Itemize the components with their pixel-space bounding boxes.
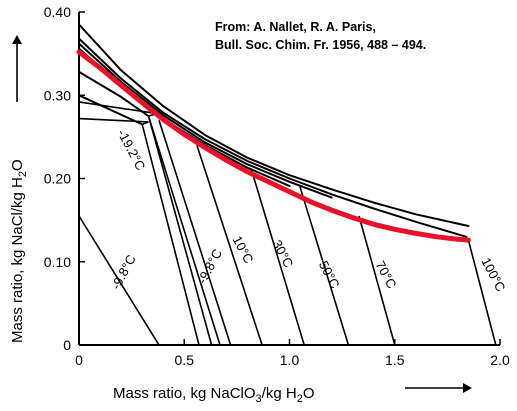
isotherm-line bbox=[78, 117, 200, 346]
isotherm-label: -9.8°C bbox=[194, 246, 225, 286]
isotherm-label: 30°C bbox=[270, 237, 297, 270]
saturation-curve bbox=[78, 23, 470, 227]
isotherm-line bbox=[250, 169, 305, 346]
x-tick-label: 1.5 bbox=[385, 352, 405, 368]
y-axis-arrow bbox=[12, 35, 22, 102]
isotherm-line bbox=[299, 186, 350, 346]
isotherm-label: 10°C bbox=[230, 233, 257, 266]
isotherm-label: -19.2°C bbox=[114, 127, 148, 173]
isotherm-line bbox=[78, 215, 160, 346]
x-axis-arrow bbox=[405, 383, 472, 393]
y-axis-label: Mass ratio, kg NaCl/kg H2O bbox=[9, 159, 29, 343]
tick-labels: 0 0.5 1.0 1.5 2.0 0 0.10 0.20 0.30 0.40 bbox=[44, 4, 510, 368]
y-tick-label: 0.30 bbox=[44, 87, 71, 103]
isotherm-line bbox=[78, 101, 213, 346]
saturation-curve bbox=[78, 94, 144, 126]
x-tick-label: 0 bbox=[75, 352, 83, 368]
isotherm-label: 70°C bbox=[373, 258, 400, 291]
isotherm-label: 100°C bbox=[478, 255, 508, 294]
saturation-curve bbox=[78, 42, 333, 199]
source-citation: From: A. Nallet, R. A. Paris, Bull. Soc.… bbox=[215, 20, 426, 52]
y-tick-label: 0.20 bbox=[44, 171, 71, 187]
saturation-curve bbox=[78, 37, 468, 238]
source-line-1: From: A. Nallet, R. A. Paris, bbox=[215, 20, 376, 34]
isotherm-labels: -9.8°C-19.2°C-9.8°C 10°C 30°C50°C 70°C 100°C bbox=[108, 127, 508, 294]
isotherm-label: 50°C bbox=[316, 258, 343, 291]
saturation-curves bbox=[78, 23, 470, 238]
isotherm-line bbox=[196, 144, 263, 346]
x-axis-label: Mass ratio, kg NaClO3/kg H2O bbox=[113, 385, 314, 405]
x-tick-label: 1.0 bbox=[280, 352, 300, 368]
isotherm-lines bbox=[78, 101, 497, 346]
y-tick-label: 0.40 bbox=[44, 4, 71, 20]
x-tick-label: 0.5 bbox=[175, 352, 195, 368]
source-line-2: Bull. Soc. Chim. Fr. 1956, 488 – 494. bbox=[215, 38, 426, 52]
y-tick-label: 0.10 bbox=[44, 254, 71, 270]
isotherm-line bbox=[147, 115, 221, 346]
x-tick-label: 2.0 bbox=[490, 352, 510, 368]
isotherm-label: -9.8°C bbox=[108, 252, 139, 292]
highlight-curve-layer bbox=[76, 49, 471, 243]
isotherm-line bbox=[158, 119, 232, 346]
red-highlight-curve bbox=[76, 49, 471, 243]
isotherm-line bbox=[358, 215, 396, 346]
isotherm-line bbox=[467, 239, 497, 346]
y-tick-label: 0 bbox=[63, 337, 71, 353]
saturation-curve bbox=[78, 70, 150, 118]
